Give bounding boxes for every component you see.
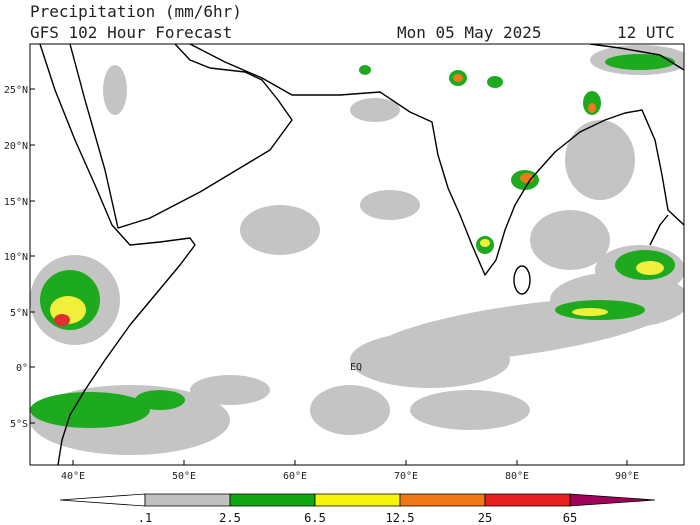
lat-label: 0°	[16, 363, 28, 374]
colorbar-swatch	[144, 493, 231, 507]
lon-label: 80°E	[505, 471, 529, 482]
map: EQ	[29, 43, 685, 466]
precip	[30, 45, 684, 455]
colorbar-swatch	[59, 493, 146, 507]
lon-label: 50°E	[172, 471, 196, 482]
map-frame	[29, 43, 685, 466]
colorbar-label: 25	[478, 511, 492, 525]
colorbar-label: .1	[138, 511, 152, 525]
subtitle: GFS 102 Hour Forecast	[30, 23, 232, 42]
colorbar-label: 12.5	[386, 511, 415, 525]
colorbar-label: 6.5	[304, 511, 326, 525]
lat-label: 25°N	[4, 85, 28, 96]
coastlines	[39, 44, 684, 465]
colorbar-swatch	[314, 493, 401, 507]
lon-label: 70°E	[394, 471, 418, 482]
colorbar-label: 2.5	[219, 511, 241, 525]
date: Mon 05 May 2025	[397, 23, 542, 42]
lon-label: 40°E	[61, 471, 85, 482]
colorbar-swatch	[399, 493, 486, 507]
lat-label: 10°N	[4, 252, 28, 263]
colorbar-swatch	[484, 493, 571, 507]
colorbar-label: 65	[563, 511, 577, 525]
lon-label: 60°E	[283, 471, 307, 482]
colorbar-swatch	[569, 493, 656, 507]
title: Precipitation (mm/6hr)	[30, 2, 242, 21]
colorbar-swatch	[229, 493, 316, 507]
lat-label: 15°N	[4, 197, 28, 208]
lat-label: 5°S	[10, 419, 28, 430]
lat-label: 5°N	[10, 308, 28, 319]
time: 12 UTC	[617, 23, 675, 42]
lon-label: 90°E	[615, 471, 639, 482]
equator-label: EQ	[350, 362, 362, 373]
lat-label: 20°N	[4, 141, 28, 152]
